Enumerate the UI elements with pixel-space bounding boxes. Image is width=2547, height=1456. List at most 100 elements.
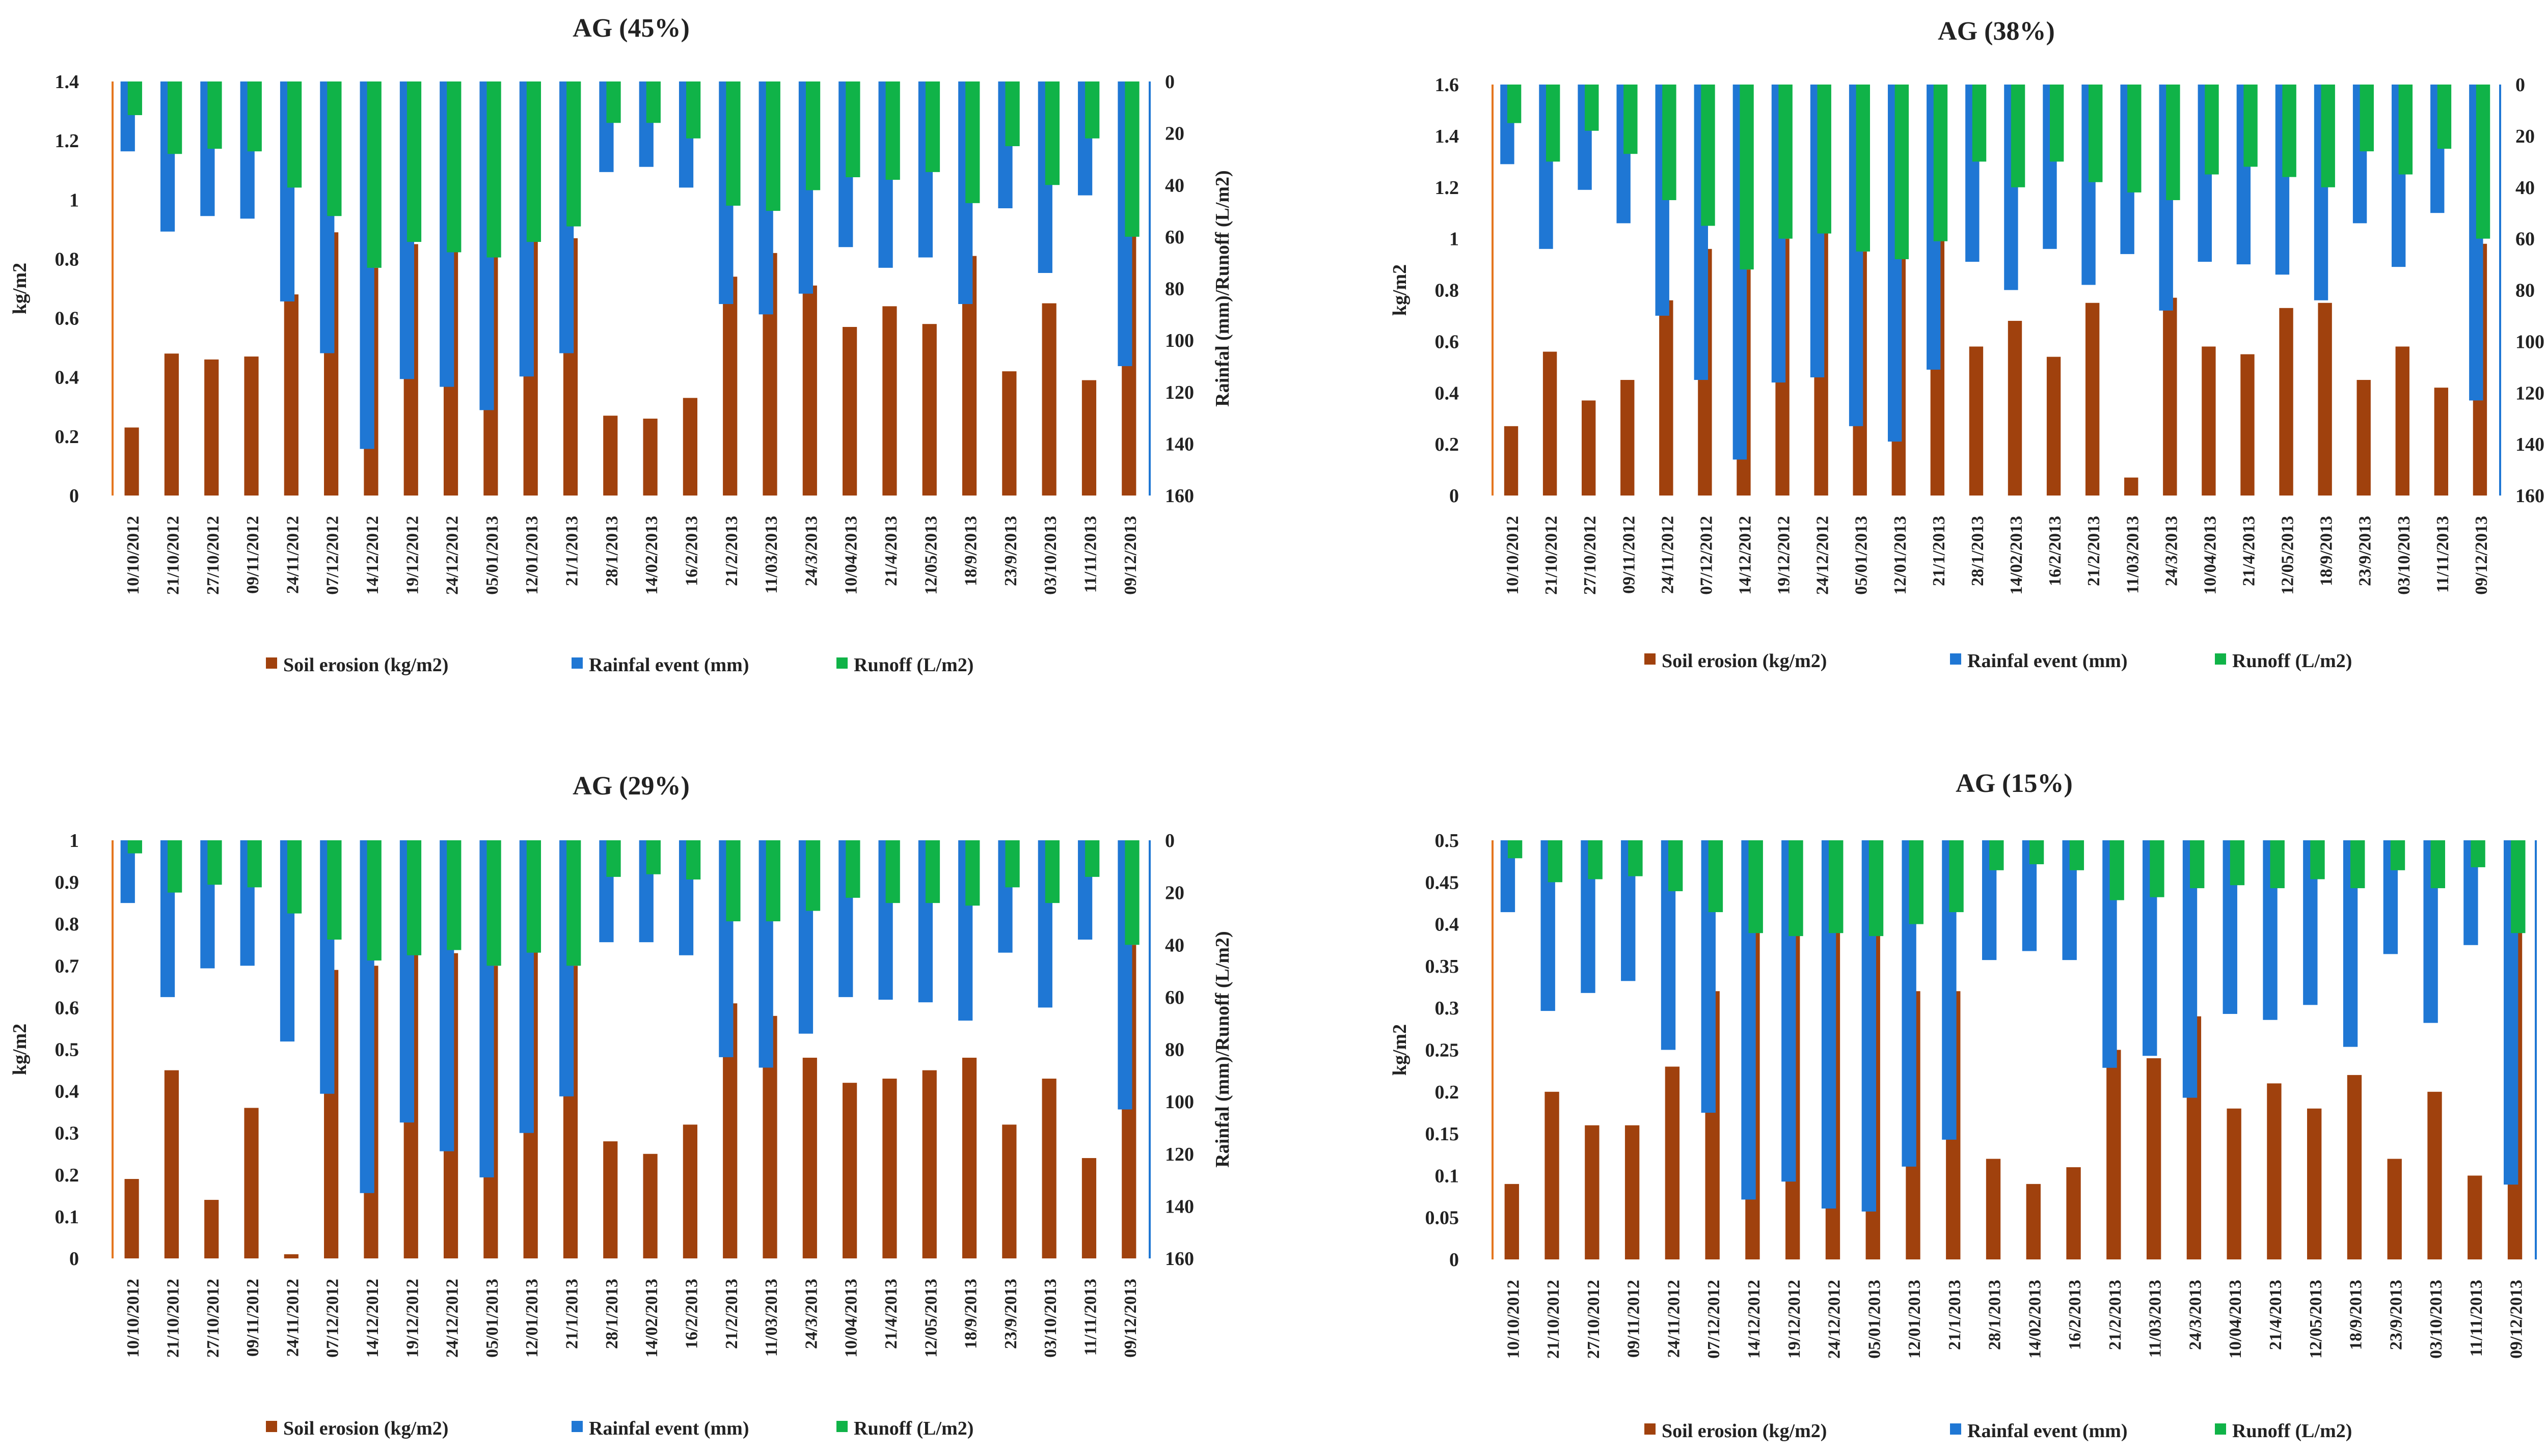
x-tick-label: 07/12/2012 xyxy=(1697,516,1716,595)
x-tick-label: 05/01/2013 xyxy=(1852,516,1871,595)
soil-erosion-bar xyxy=(1585,1125,1600,1259)
soil-erosion-bar xyxy=(2395,346,2409,496)
soil-erosion-bar xyxy=(962,1057,977,1258)
x-tick-label: 19/12/2012 xyxy=(1785,1280,1804,1359)
x-tick-label: 10/04/2013 xyxy=(2226,1280,2245,1359)
soil-erosion-bar xyxy=(1659,300,1673,496)
x-tick-label: 24/12/2012 xyxy=(443,516,462,595)
runoff-bar xyxy=(2511,840,2526,933)
runoff-bar xyxy=(2230,840,2245,886)
soil-erosion-bar xyxy=(1620,380,1635,496)
y-tick-label: 0.5 xyxy=(55,1039,79,1061)
runoff-bar xyxy=(925,81,940,172)
chart-title: AG (38%) xyxy=(1938,17,2055,46)
x-tick-label: 21/1/2013 xyxy=(563,516,582,586)
x-tick-label: 23/9/2013 xyxy=(2387,1280,2405,1350)
y2-tick-label: 100 xyxy=(1165,330,1194,351)
soil-erosion-bar xyxy=(2307,1108,2322,1259)
x-tick-label: 27/10/2012 xyxy=(204,1279,223,1358)
x-tick-label: 21/2/2013 xyxy=(722,1279,741,1349)
soil-erosion-bar xyxy=(164,353,179,496)
x-tick-label: 11/11/2013 xyxy=(1081,516,1100,593)
runoff-bar xyxy=(925,840,940,903)
soil-erosion-bar xyxy=(683,398,697,496)
runoff-bar xyxy=(526,81,541,242)
runoff-bar xyxy=(1125,81,1140,237)
y-tick-label: 0.3 xyxy=(55,1123,79,1144)
runoff-bar xyxy=(1740,85,1754,270)
soil-erosion-bar xyxy=(2008,321,2022,496)
y2-tick-label: 160 xyxy=(2515,485,2544,507)
runoff-bar xyxy=(367,840,382,961)
runoff-bar xyxy=(1623,85,1638,154)
runoff-bar xyxy=(1972,85,1987,162)
runoff-bar xyxy=(1546,85,1560,162)
soil-erosion-bar xyxy=(2026,1184,2041,1259)
y-tick-label: 0.2 xyxy=(1435,434,1459,455)
y-tick-label: 0.45 xyxy=(1425,872,1459,893)
runoff-bar xyxy=(2471,840,2485,867)
y2-tick-label: 60 xyxy=(1165,227,1184,248)
x-tick-label: 14/12/2012 xyxy=(363,1279,382,1358)
runoff-bar xyxy=(447,81,462,253)
soil-erosion-bar xyxy=(1042,303,1056,496)
legend-swatch-runoff xyxy=(836,657,848,669)
x-tick-label: 10/10/2012 xyxy=(1504,1280,1523,1359)
runoff-bar xyxy=(2390,840,2405,870)
x-tick-label: 11/03/2013 xyxy=(2123,516,2142,594)
legend-label-runoff: Runoff (L/m2) xyxy=(2232,650,2352,672)
soil-erosion-bar xyxy=(2468,1175,2482,1259)
x-tick-label: 03/10/2013 xyxy=(2395,516,2414,595)
soil-erosion-bar xyxy=(1002,371,1017,496)
chart-title: AG (45%) xyxy=(573,14,690,43)
x-tick-label: 19/12/2012 xyxy=(403,1279,422,1358)
runoff-bar xyxy=(885,81,900,180)
runoff-bar xyxy=(646,81,661,123)
runoff-bar xyxy=(2069,840,2084,870)
soil-erosion-bar xyxy=(922,1070,937,1258)
y2-tick-label: 100 xyxy=(2515,331,2544,352)
x-tick-label: 09/12/2013 xyxy=(1121,1279,1140,1358)
runoff-bar xyxy=(566,81,581,227)
y-tick-label: 0.7 xyxy=(55,955,79,977)
soil-erosion-bar xyxy=(2046,356,2061,496)
runoff-bar xyxy=(1856,85,1870,252)
runoff-bar xyxy=(686,81,701,139)
x-tick-label: 11/03/2013 xyxy=(762,516,781,594)
soil-erosion-bar xyxy=(882,306,897,496)
y2-tick-label: 20 xyxy=(2515,126,2535,147)
runoff-bar xyxy=(1949,840,1964,913)
x-tick-label: 24/12/2012 xyxy=(1825,1280,1844,1359)
x-tick-label: 12/01/2013 xyxy=(1905,1280,1924,1359)
legend-swatch-runoff xyxy=(2215,653,2226,665)
y2-axis-label: Rainfal (mm)/Runoff (L/m2) xyxy=(1212,170,1233,406)
runoff-bar xyxy=(726,840,741,922)
runoff-bar xyxy=(1909,840,1923,924)
y-tick-label: 0 xyxy=(69,485,79,507)
legend-label-rain: Rainfal event (mm) xyxy=(589,654,749,676)
x-tick-label: 24/11/2012 xyxy=(283,516,302,594)
x-tick-label: 23/9/2013 xyxy=(2356,516,2375,586)
runoff-bar xyxy=(1662,85,1676,200)
y2-tick-label: 40 xyxy=(1165,935,1184,956)
y2-tick-label: 140 xyxy=(1165,433,1194,455)
x-tick-label: 03/10/2013 xyxy=(1041,516,1060,595)
soil-erosion-bar xyxy=(2318,303,2332,496)
y-tick-label: 1.2 xyxy=(55,130,79,152)
runoff-bar xyxy=(846,81,860,178)
legend-swatch-rain xyxy=(572,1421,583,1432)
x-tick-label: 14/12/2012 xyxy=(1745,1280,1764,1359)
y2-tick-label: 20 xyxy=(1165,883,1184,904)
runoff-bar xyxy=(2310,840,2325,880)
y2-tick-label: 20 xyxy=(1165,123,1184,145)
soil-erosion-bar xyxy=(603,416,618,496)
x-tick-label: 11/11/2013 xyxy=(2433,516,2452,593)
x-tick-label: 09/11/2012 xyxy=(1624,1280,1643,1358)
chart-panel-ag45: AG (45%) 0 0.2 0.4 0.6 0.8 1 1.2 1.4 0 20 40 60 80 100… xyxy=(9,14,1233,676)
y-axis-label: kg/m2 xyxy=(9,263,31,314)
y2-tick-label: 80 xyxy=(2515,280,2535,301)
runoff-bar xyxy=(2150,840,2164,897)
runoff-bar xyxy=(965,81,980,203)
y-tick-label: 0.1 xyxy=(1435,1165,1459,1187)
runoff-bar xyxy=(486,840,501,966)
